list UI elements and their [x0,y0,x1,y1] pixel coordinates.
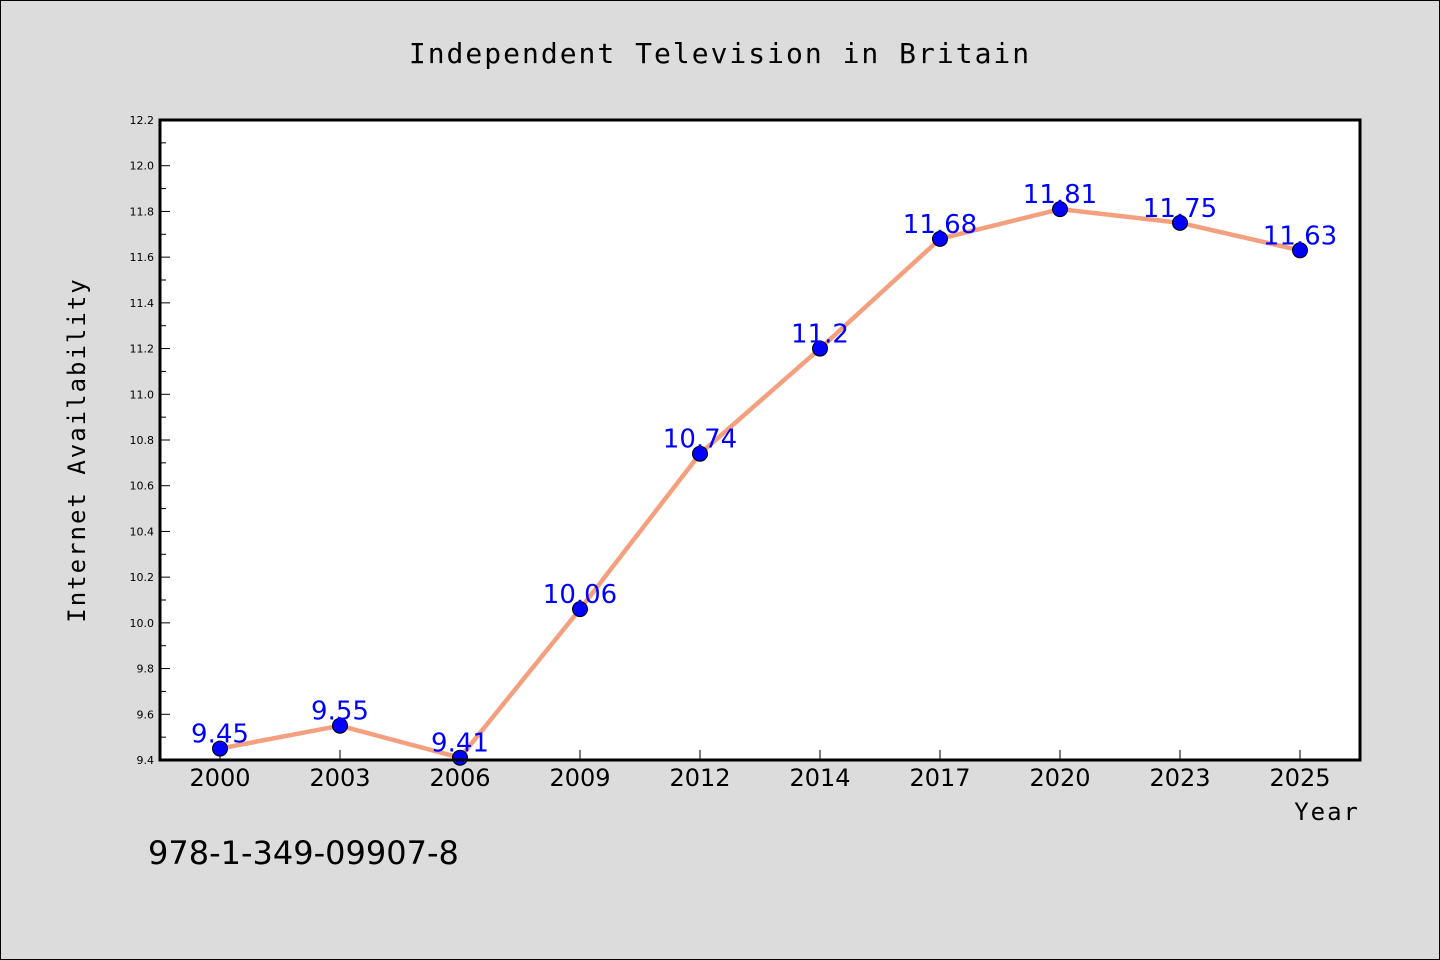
data-point [1172,214,1188,231]
data-label: 11.75 [1143,194,1217,224]
x-tick-label: 2012 [669,764,730,792]
data-labels: 9.45 9.55 9.41 10.06 10.74 11.2 11.68 11.81 11.7… [191,180,1337,759]
data-label: 11.68 [903,210,977,240]
y-tick-label: 10.6 [130,480,155,493]
x-axis-label: Year [1294,798,1360,826]
chart-title: Independent Television in Britain [409,37,1031,70]
x-tick-label: 2003 [309,764,370,792]
y-tick-label: 9.4 [137,754,155,767]
data-label: 11.2 [791,320,849,350]
data-point [332,717,348,734]
data-point [692,445,708,462]
data-point [212,740,228,757]
data-label: 9.45 [191,720,249,750]
y-tick-label: 9.6 [137,708,155,721]
y-tick-label: 10.2 [130,571,155,584]
y-tick-label: 9.8 [137,663,155,676]
x-tick-label: 2020 [1029,764,1090,792]
data-point [812,340,828,357]
y-tick-label: 10.4 [130,525,155,538]
x-tick-label: 2009 [549,764,610,792]
data-label: 10.06 [543,580,617,610]
x-axis: 2000 2003 2006 2009 2012 2014 2017 2020 2023 2025 [189,750,1331,792]
x-tick-label: 2023 [1149,764,1210,792]
data-label: 11.81 [1023,180,1097,210]
data-point [1052,201,1068,218]
footnote-isbn: 978-1-349-09907-8 [148,834,459,872]
data-label: 9.55 [311,697,369,727]
x-tick-label: 2000 [189,764,250,792]
y-tick-label: 11.4 [130,297,155,310]
y-tick-label: 12.0 [130,160,155,173]
data-point [1292,242,1308,259]
y-tick-label: 10.0 [130,617,155,630]
y-tick-label: 11.8 [130,205,155,218]
data-label: 9.41 [431,729,489,759]
y-tick-label: 11.0 [130,388,155,401]
y-tick-label: 11.6 [130,251,155,264]
y-tick-label: 11.2 [130,343,155,356]
data-label: 11.63 [1263,221,1337,251]
x-tick-label: 2017 [909,764,970,792]
data-label: 10.74 [663,425,737,455]
x-tick-label: 2006 [429,764,490,792]
y-axis-label: Internet Availability [63,277,91,622]
plot-area [160,120,1360,760]
data-point [572,601,588,618]
x-tick-label: 2025 [1269,764,1330,792]
y-axis: 9.4 9.6 9.8 10.0 10.2 10.4 10.6 10.8 11.0 11.2 11.… [130,114,170,767]
plot-frame [158,118,1362,762]
y-tick-label: 10.8 [130,434,155,447]
x-tick-label: 2014 [789,764,850,792]
data-point [932,230,948,247]
y-tick-label: 12.2 [130,114,155,127]
series-line [217,206,1303,760]
